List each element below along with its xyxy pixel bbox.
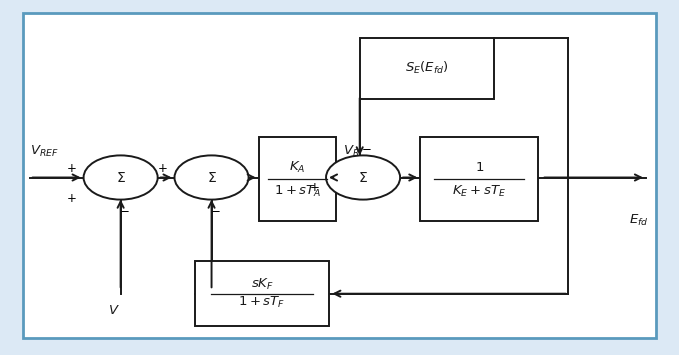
Text: $V_R$: $V_R$ <box>343 144 359 159</box>
Text: $\Sigma$: $\Sigma$ <box>115 170 126 185</box>
Text: $V$: $V$ <box>108 304 120 317</box>
Ellipse shape <box>84 155 158 200</box>
Bar <box>259 137 336 221</box>
Text: $1 + sT_F$: $1 + sT_F$ <box>238 295 286 310</box>
Text: $V_{REF}$: $V_{REF}$ <box>30 144 58 159</box>
Text: $1 + sT_A$: $1 + sT_A$ <box>274 184 321 198</box>
FancyBboxPatch shape <box>23 13 656 338</box>
Ellipse shape <box>175 155 249 200</box>
Text: $\Sigma$: $\Sigma$ <box>358 170 368 185</box>
Text: $-$: $-$ <box>119 203 129 216</box>
Text: $+$: $+$ <box>67 162 77 175</box>
Bar <box>360 38 494 99</box>
Text: $E_{fd}$: $E_{fd}$ <box>629 212 649 228</box>
Text: $K_E + sT_E$: $K_E + sT_E$ <box>452 184 507 198</box>
Ellipse shape <box>326 155 400 200</box>
Bar <box>195 261 329 326</box>
Text: $+$: $+$ <box>157 162 168 175</box>
Text: $S_E(E_{fd})$: $S_E(E_{fd})$ <box>405 60 449 76</box>
Text: $K_A$: $K_A$ <box>289 160 306 175</box>
Bar <box>420 137 538 221</box>
Text: $+$: $+$ <box>67 192 77 205</box>
Text: $-$: $-$ <box>361 141 371 154</box>
Text: $sK_F$: $sK_F$ <box>251 277 274 292</box>
Text: $\Sigma$: $\Sigma$ <box>206 170 217 185</box>
Text: $-$: $-$ <box>210 203 220 216</box>
Text: $+$: $+$ <box>309 181 319 195</box>
Text: $1$: $1$ <box>475 161 484 174</box>
